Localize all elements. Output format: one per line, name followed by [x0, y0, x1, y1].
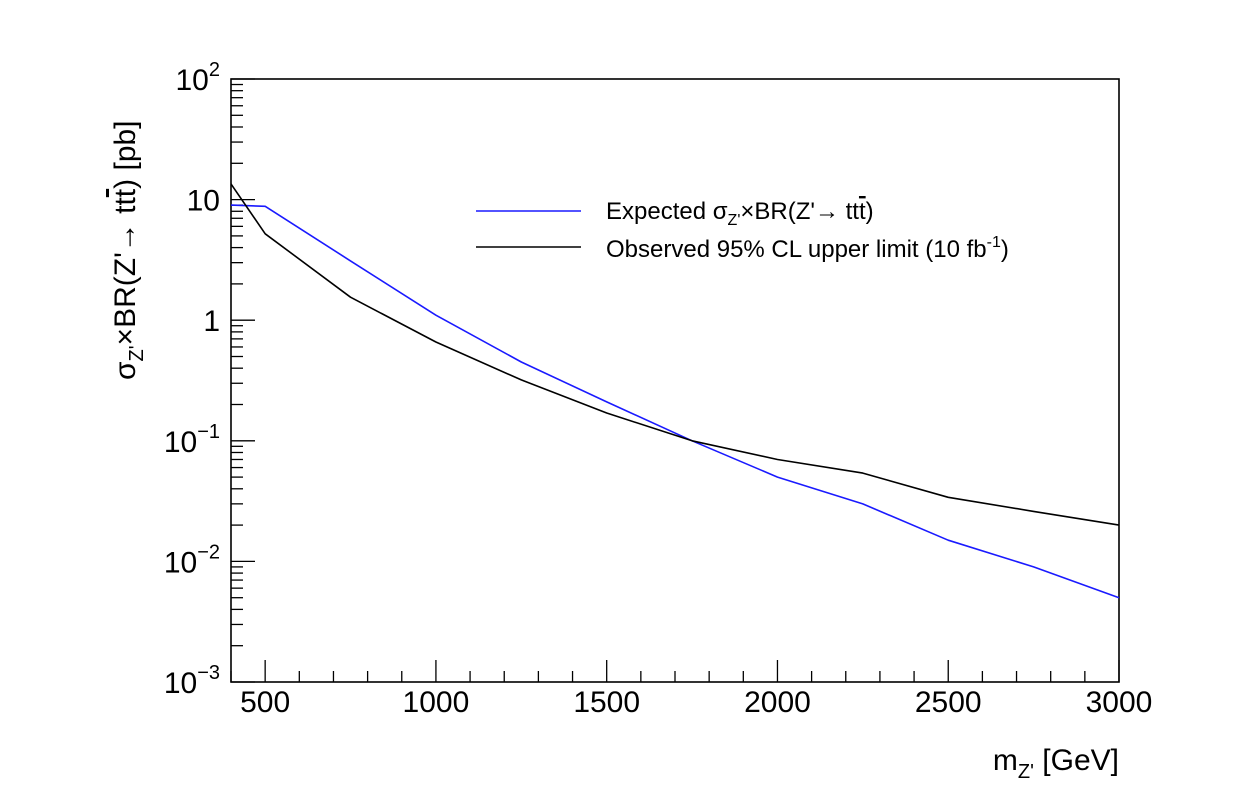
- y-tick-label: 10−3: [164, 662, 220, 700]
- legend-expected-label: Expected σZ'×BR(Z'→ ttt): [606, 198, 874, 229]
- x-axis-title-rest: [GeV]: [1034, 744, 1119, 777]
- x-axis-title-sub: Z': [1018, 761, 1034, 783]
- x-tick-label: 2000: [744, 686, 811, 719]
- y-axis-title-rest: ×BR(Z'→ tt: [109, 197, 142, 346]
- y-axis-title-main: σ: [109, 361, 142, 380]
- axis-ticks: [230, 78, 1120, 683]
- y-axis-title-tail: ) [pb]: [109, 120, 142, 188]
- y-tick-label: 10−1: [164, 421, 220, 459]
- y-axis-title: σZ'×BR(Z'→ ttt) [pb]: [109, 120, 148, 380]
- x-tick-label: 500: [240, 686, 290, 719]
- x-tick-label: 1000: [403, 686, 470, 719]
- y-axis-title-tbar: t: [109, 188, 142, 197]
- x-axis-title-main: m: [993, 744, 1018, 777]
- plot-frame: [230, 78, 1120, 683]
- x-tick-labels: 500 1000 1500 2000 2500 3000: [240, 686, 1152, 719]
- y-tick-label: 10−2: [164, 541, 220, 579]
- x-tick-label: 3000: [1086, 686, 1153, 719]
- legend-observed-label: Observed 95% CL upper limit (10 fb-1): [606, 234, 1009, 263]
- y-tick-label: 10: [187, 185, 220, 218]
- y-tick-label: 1: [203, 305, 220, 338]
- observed-series-line: [230, 183, 1120, 526]
- y-tick-labels: 10−3 10−2 10−1 1 10 102: [164, 59, 220, 700]
- series-lines: [230, 183, 1120, 599]
- x-axis-title: mZ' [GeV]: [993, 744, 1119, 783]
- y-axis-title-sub: Z': [126, 345, 148, 361]
- legend: Expected σZ'×BR(Z'→ ttt) Observed 95% CL…: [476, 198, 1009, 263]
- y-tick-label: 102: [176, 59, 221, 97]
- x-tick-label: 2500: [915, 686, 982, 719]
- expected-series-line: [230, 204, 1120, 599]
- x-tick-label: 1500: [573, 686, 640, 719]
